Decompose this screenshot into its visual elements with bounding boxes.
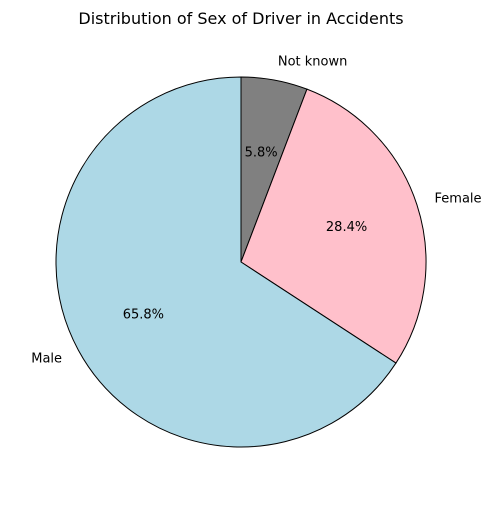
pie-slice-female [240,88,427,364]
slice-label-male: Male [31,351,62,366]
slice-percent-female: 28.4% [326,220,367,235]
pie-slice-male [55,76,397,448]
slice-label-not-known: Not known [278,54,348,69]
chart-title: Distribution of Sex of Driver in Acciden… [78,9,403,28]
slice-percent-not-known: 5.8% [245,145,278,160]
pie-labels: Not known 5.8% Female 28.4% Male 65.8% [31,54,481,366]
slice-label-female: Female [435,192,482,207]
pie-slices [55,76,427,448]
slice-percent-male: 65.8% [123,307,164,322]
